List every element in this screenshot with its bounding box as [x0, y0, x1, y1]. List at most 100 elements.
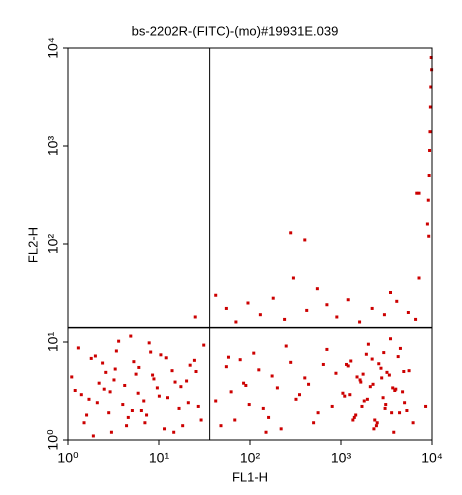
point: [76, 346, 80, 350]
point: [415, 191, 419, 195]
point: [387, 373, 391, 377]
point: [102, 387, 106, 391]
point: [321, 362, 325, 366]
point: [373, 418, 377, 422]
point: [193, 315, 197, 319]
point: [345, 362, 349, 366]
point: [389, 337, 393, 341]
y-tick-label: 10³: [45, 136, 61, 157]
point: [391, 386, 395, 390]
point: [126, 415, 130, 419]
point: [123, 383, 127, 387]
point: [114, 349, 118, 353]
point: [365, 397, 369, 401]
point: [389, 290, 393, 294]
point: [247, 403, 251, 407]
point: [382, 313, 386, 317]
y-axis-label: FL2-H: [25, 227, 40, 263]
point: [381, 396, 385, 400]
point: [425, 222, 429, 226]
point: [361, 372, 365, 376]
point: [85, 413, 89, 417]
point: [257, 368, 261, 372]
point: [428, 105, 432, 109]
point: [360, 404, 364, 408]
point: [261, 406, 265, 410]
point: [417, 276, 421, 280]
point: [194, 370, 198, 374]
point: [246, 301, 250, 305]
point: [234, 320, 238, 324]
point: [289, 231, 293, 235]
point: [117, 339, 121, 343]
point: [130, 408, 134, 412]
point: [164, 356, 168, 360]
x-tick-label: 10⁰: [57, 450, 79, 466]
point: [121, 403, 125, 407]
point: [382, 351, 386, 355]
point: [291, 276, 295, 280]
point: [411, 421, 415, 425]
point: [199, 418, 203, 422]
point: [402, 370, 406, 374]
point: [407, 369, 411, 373]
point: [364, 352, 368, 356]
point: [275, 386, 279, 390]
point: [379, 366, 383, 370]
point: [172, 430, 176, 434]
point: [427, 174, 431, 178]
point: [196, 404, 200, 408]
point: [93, 354, 97, 358]
point: [427, 234, 431, 238]
point: [335, 315, 339, 319]
point: [371, 382, 375, 386]
point: [380, 376, 384, 380]
point: [352, 415, 356, 419]
point: [426, 198, 430, 202]
point: [244, 383, 248, 387]
y-tick-label: 10⁰: [45, 429, 61, 451]
point: [403, 401, 407, 405]
point: [95, 401, 99, 405]
point: [303, 376, 307, 380]
point: [395, 299, 399, 303]
point: [147, 341, 151, 345]
point: [137, 365, 141, 369]
point: [346, 364, 350, 368]
point: [101, 361, 105, 365]
point: [377, 362, 381, 366]
point: [177, 406, 181, 410]
point: [392, 430, 396, 434]
point: [341, 391, 345, 395]
point: [316, 411, 320, 415]
point: [82, 421, 86, 425]
point: [145, 413, 149, 417]
point: [107, 411, 111, 415]
point: [406, 310, 410, 314]
point: [233, 418, 237, 422]
point: [343, 394, 347, 398]
point: [307, 382, 311, 386]
y-tick-label: 10¹: [45, 332, 61, 353]
point: [384, 403, 388, 407]
point: [163, 427, 167, 431]
point: [305, 308, 309, 312]
points: [70, 55, 434, 438]
x-tick-label: 10¹: [149, 450, 170, 466]
point: [312, 421, 316, 425]
point: [202, 343, 206, 347]
point: [134, 372, 138, 376]
point: [370, 357, 374, 361]
point: [108, 390, 112, 394]
point: [238, 358, 242, 362]
point: [271, 296, 275, 300]
point: [155, 386, 159, 390]
point: [346, 298, 350, 302]
point: [368, 385, 372, 389]
plot-frame: [67, 47, 433, 441]
point: [303, 238, 307, 242]
point: [179, 385, 183, 389]
point: [79, 393, 83, 397]
